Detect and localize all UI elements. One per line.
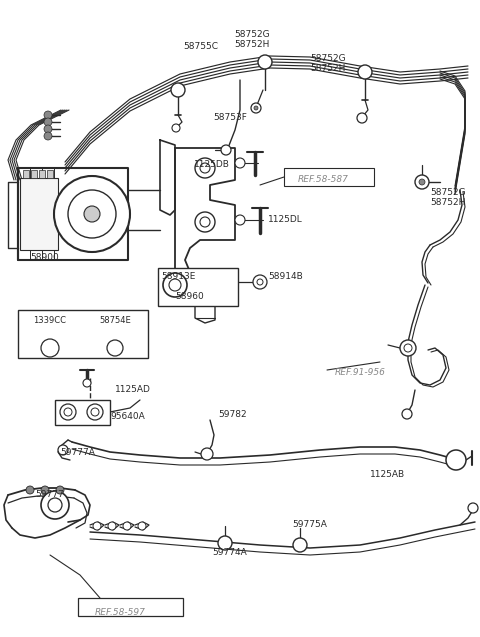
Circle shape [235,158,245,168]
Text: 58752G: 58752G [310,54,346,63]
Circle shape [257,279,263,285]
Circle shape [68,190,116,238]
Circle shape [44,118,52,126]
Text: 58752H: 58752H [430,198,466,207]
Bar [18,310,148,358]
Circle shape [358,65,372,79]
Bar [47,170,53,178]
Circle shape [293,538,307,552]
Circle shape [123,522,131,530]
Circle shape [163,273,187,297]
Text: 58960: 58960 [175,292,204,301]
Circle shape [402,409,412,419]
Circle shape [108,522,116,530]
Bar [39,170,45,178]
Circle shape [26,486,34,494]
Text: 58752H: 58752H [234,40,269,49]
Circle shape [195,212,215,232]
Circle shape [235,215,245,225]
Circle shape [357,113,367,123]
Circle shape [91,408,99,416]
Text: 59775A: 59775A [292,520,327,529]
Text: 59782: 59782 [218,410,247,419]
Circle shape [84,206,100,222]
Circle shape [400,340,416,356]
Circle shape [60,404,76,420]
Bar [20,178,58,250]
Circle shape [138,522,146,530]
Circle shape [195,158,215,178]
Circle shape [83,379,91,387]
Circle shape [93,522,101,530]
Circle shape [258,55,272,69]
Circle shape [218,536,232,550]
Text: 58752H: 58752H [310,64,346,73]
Bar [31,170,37,178]
Bar [23,170,29,178]
Circle shape [468,503,478,513]
Circle shape [169,279,181,291]
Circle shape [200,163,210,173]
Bar [55,400,110,425]
Circle shape [171,83,185,97]
Circle shape [200,217,210,227]
Circle shape [41,491,69,519]
Circle shape [44,125,52,133]
Circle shape [44,132,52,140]
Text: REF.58-597: REF.58-597 [95,608,146,617]
Circle shape [41,486,49,494]
Circle shape [221,145,231,155]
Circle shape [253,275,267,289]
Circle shape [87,404,103,420]
Circle shape [41,339,59,357]
Text: 1125DB: 1125DB [194,160,230,169]
Text: 1125DL: 1125DL [268,215,303,224]
Bar [284,168,374,186]
Text: 59774A: 59774A [212,548,247,557]
Bar [78,598,183,616]
Text: 1339CC: 1339CC [34,316,67,325]
Circle shape [107,340,123,356]
Text: 58752G: 58752G [234,30,270,39]
Circle shape [415,175,429,189]
Text: 58900: 58900 [30,253,59,262]
Text: 1125AD: 1125AD [115,385,151,394]
Circle shape [251,103,261,113]
Circle shape [56,486,64,494]
Text: 1125AB: 1125AB [370,470,405,479]
Text: REF.91-956: REF.91-956 [335,368,386,377]
Circle shape [201,448,213,460]
Bar [158,268,238,306]
Text: 58753F: 58753F [213,113,247,122]
Circle shape [446,450,466,470]
Text: 59777: 59777 [35,490,64,499]
Text: 59777A: 59777A [60,448,95,457]
Circle shape [419,179,425,185]
Text: 58755C: 58755C [183,42,218,51]
Circle shape [48,498,62,512]
Text: 95640A: 95640A [110,412,145,421]
Circle shape [404,344,412,352]
Circle shape [64,408,72,416]
Text: 58914B: 58914B [268,272,303,281]
Text: 58913E: 58913E [161,272,195,281]
Text: REF.58-587: REF.58-587 [298,175,349,184]
Circle shape [254,106,258,110]
Circle shape [172,124,180,132]
Circle shape [58,445,68,455]
Text: 58754E: 58754E [99,316,131,325]
Circle shape [44,111,52,119]
Circle shape [54,176,130,252]
Text: 58752G: 58752G [430,188,466,197]
